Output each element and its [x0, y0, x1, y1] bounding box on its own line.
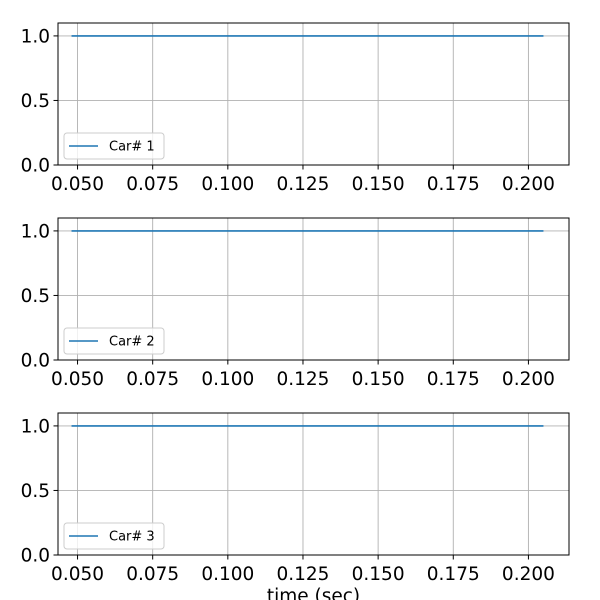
- legend-label: Car# 3: [109, 530, 155, 545]
- x-tick-label: 0.100: [201, 174, 254, 195]
- x-tick-label: 0.175: [427, 174, 480, 195]
- legend-label: Car# 1: [109, 140, 155, 155]
- y-tick-label: 0.5: [21, 481, 50, 502]
- subplot-1: 0.050 0.075 0.100 0.125 0.150 0.175 0.200 0.0 0.…: [21, 22, 570, 195]
- x-tick-label: 0.050: [51, 564, 104, 585]
- x-tick-label: 0.150: [352, 174, 405, 195]
- x-tick-label: 0.075: [126, 174, 179, 195]
- legend: Car# 1: [63, 132, 165, 160]
- y-tick-label: 1.0: [21, 221, 50, 242]
- axes-frame: [57, 22, 570, 166]
- legend-box: [63, 522, 165, 550]
- x-tick-label: 0.075: [126, 369, 179, 390]
- x-tick-label: 0.200: [502, 174, 555, 195]
- x-axis-label: time (sec): [267, 586, 360, 600]
- x-tick-label: 0.075: [126, 564, 179, 585]
- x-tick-label: 0.050: [51, 369, 104, 390]
- legend: Car# 2: [63, 327, 165, 355]
- y-tick-label: 0.5: [21, 91, 50, 112]
- x-tick-label: 0.150: [352, 369, 405, 390]
- legend-label: Car# 2: [109, 335, 155, 350]
- x-tick-label: 0.050: [51, 174, 104, 195]
- y-tick-label: 0.0: [21, 351, 50, 372]
- x-tick-label: 0.175: [427, 369, 480, 390]
- x-tick-label: 0.100: [201, 369, 254, 390]
- legend-box: [63, 132, 165, 160]
- axes-frame: [57, 412, 570, 556]
- x-tick-label: 0.125: [276, 174, 329, 195]
- y-tick-label: 0.0: [21, 546, 50, 567]
- x-tick-label: 0.175: [427, 564, 480, 585]
- x-tick-label: 0.125: [276, 369, 329, 390]
- x-tick-label: 0.150: [352, 564, 405, 585]
- y-tick-label: 0.0: [21, 156, 50, 177]
- x-tick-label: 0.100: [201, 564, 254, 585]
- y-tick-label: 0.5: [21, 286, 50, 307]
- axes-frame: [57, 217, 570, 361]
- subplot-3: 0.050 0.075 0.100 0.125 0.150 0.175 0.200 0.0 0.…: [21, 412, 570, 600]
- x-tick-label: 0.125: [276, 564, 329, 585]
- y-tick-label: 1.0: [21, 416, 50, 437]
- subplot-2: 0.050 0.075 0.100 0.125 0.150 0.175 0.200 0.0 0.…: [21, 217, 570, 390]
- x-tick-label: 0.200: [502, 369, 555, 390]
- legend-box: [63, 327, 165, 355]
- y-tick-label: 1.0: [21, 26, 50, 47]
- x-tick-label: 0.200: [502, 564, 555, 585]
- legend: Car# 3: [63, 522, 165, 550]
